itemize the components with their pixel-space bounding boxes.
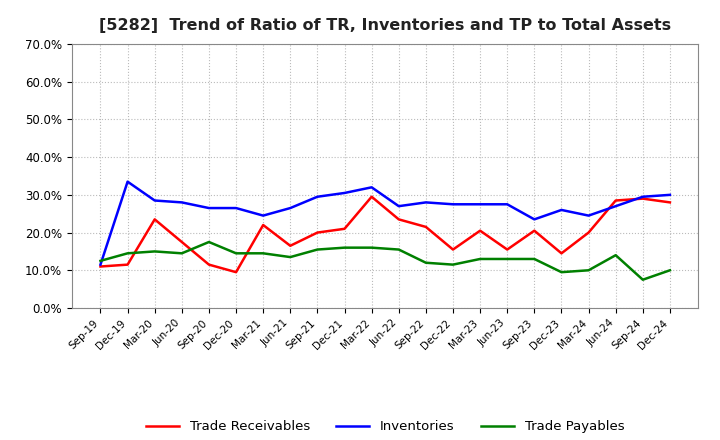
Trade Payables	[449, 262, 457, 267]
Trade Payables	[367, 245, 376, 250]
Trade Payables	[611, 253, 620, 258]
Inventories	[639, 194, 647, 199]
Trade Payables	[150, 249, 159, 254]
Inventories	[449, 202, 457, 207]
Trade Receivables	[611, 198, 620, 203]
Trade Payables	[232, 251, 240, 256]
Trade Receivables	[421, 224, 430, 230]
Trade Payables	[639, 277, 647, 282]
Line: Trade Payables: Trade Payables	[101, 242, 670, 280]
Trade Receivables	[395, 217, 403, 222]
Inventories	[150, 198, 159, 203]
Inventories	[503, 202, 511, 207]
Title: [5282]  Trend of Ratio of TR, Inventories and TP to Total Assets: [5282] Trend of Ratio of TR, Inventories…	[99, 18, 671, 33]
Inventories	[232, 205, 240, 211]
Trade Receivables	[341, 226, 349, 231]
Inventories	[313, 194, 322, 199]
Inventories	[395, 204, 403, 209]
Trade Payables	[395, 247, 403, 252]
Trade Payables	[421, 260, 430, 265]
Trade Receivables	[503, 247, 511, 252]
Inventories	[530, 217, 539, 222]
Inventories	[476, 202, 485, 207]
Trade Payables	[584, 268, 593, 273]
Trade Receivables	[476, 228, 485, 233]
Trade Payables	[204, 239, 213, 245]
Trade Receivables	[449, 247, 457, 252]
Trade Payables	[341, 245, 349, 250]
Inventories	[421, 200, 430, 205]
Trade Payables	[313, 247, 322, 252]
Inventories	[204, 205, 213, 211]
Trade Payables	[259, 251, 268, 256]
Line: Inventories: Inventories	[101, 182, 670, 264]
Trade Receivables	[286, 243, 294, 249]
Trade Payables	[530, 257, 539, 262]
Trade Payables	[96, 258, 105, 264]
Trade Receivables	[150, 217, 159, 222]
Trade Payables	[178, 251, 186, 256]
Inventories	[178, 200, 186, 205]
Trade Payables	[665, 268, 674, 273]
Trade Receivables	[584, 230, 593, 235]
Trade Receivables	[557, 251, 566, 256]
Trade Receivables	[259, 222, 268, 227]
Trade Receivables	[665, 200, 674, 205]
Line: Trade Receivables: Trade Receivables	[101, 197, 670, 272]
Trade Receivables	[204, 262, 213, 267]
Trade Receivables	[96, 264, 105, 269]
Inventories	[341, 191, 349, 196]
Trade Payables	[503, 257, 511, 262]
Inventories	[665, 192, 674, 198]
Trade Payables	[557, 270, 566, 275]
Legend: Trade Receivables, Inventories, Trade Payables: Trade Receivables, Inventories, Trade Pa…	[141, 415, 629, 439]
Trade Receivables	[367, 194, 376, 199]
Inventories	[286, 205, 294, 211]
Trade Receivables	[123, 262, 132, 267]
Inventories	[123, 179, 132, 184]
Trade Receivables	[232, 270, 240, 275]
Inventories	[367, 185, 376, 190]
Inventories	[96, 262, 105, 267]
Trade Payables	[123, 251, 132, 256]
Trade Receivables	[530, 228, 539, 233]
Trade Payables	[476, 257, 485, 262]
Trade Payables	[286, 254, 294, 260]
Inventories	[557, 207, 566, 213]
Inventories	[259, 213, 268, 218]
Inventories	[584, 213, 593, 218]
Trade Receivables	[178, 239, 186, 245]
Trade Receivables	[639, 196, 647, 201]
Inventories	[611, 204, 620, 209]
Trade Receivables	[313, 230, 322, 235]
